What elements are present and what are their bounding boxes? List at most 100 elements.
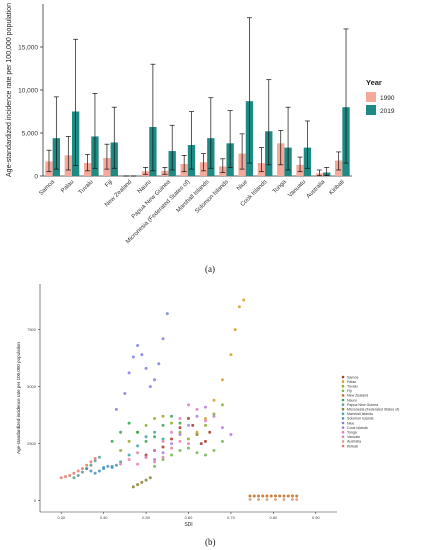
legend-label: Nauru: [347, 398, 357, 402]
point-samoa: [199, 442, 203, 446]
point-palau: [237, 305, 241, 309]
point-micronesia-federated-states-of-: [148, 476, 152, 480]
point-new-zealand: [286, 494, 290, 498]
point-solomon-islands: [102, 466, 106, 470]
legend-label: Papua New Guinea: [347, 403, 378, 407]
x-tick-label: Niue: [236, 179, 249, 192]
point-tonga: [178, 417, 182, 421]
y-tick-label: 2500: [27, 441, 37, 446]
legend-label: Fiji: [347, 389, 352, 393]
point-fiji: [220, 439, 224, 443]
point-kiribati: [93, 456, 97, 460]
legend-label: Marshall Islands: [347, 412, 373, 416]
point-palau: [195, 430, 199, 434]
point-tonga: [153, 448, 157, 452]
x-tick-label: Nauru: [137, 179, 153, 195]
point-solomon-islands: [85, 467, 89, 471]
point-niue: [114, 407, 118, 411]
point-kiribati: [72, 471, 76, 475]
point-nauru: [153, 435, 157, 439]
legend-marker: [341, 394, 345, 397]
point-niue: [131, 355, 135, 359]
point-marshall-islands: [119, 460, 123, 464]
point-new-zealand: [248, 494, 252, 498]
legend-marker: [341, 435, 345, 439]
legend-marker: [341, 407, 345, 411]
legend-label: New Zealand: [347, 394, 368, 398]
point-kiribati: [68, 474, 72, 478]
point-vanuatu: [178, 439, 182, 443]
x-tick-label: 0.50: [142, 515, 151, 520]
x-tick-label: Palau: [60, 179, 75, 194]
y-tick-label: 0: [34, 174, 38, 181]
point-tonga: [136, 462, 140, 466]
point-marshall-islands: [153, 430, 157, 434]
point-nauru: [119, 430, 123, 434]
point-tuvalu: [153, 417, 157, 421]
point-vanuatu: [136, 451, 140, 455]
y-tick-label: 7500: [27, 327, 37, 332]
legend-marker: [341, 440, 345, 443]
legend-marker: [341, 412, 345, 416]
point-cook-islands: [220, 426, 224, 430]
point-micronesia-federated-states-of-: [144, 478, 148, 482]
point-nauru: [110, 439, 114, 443]
panel-label-b: (b): [205, 537, 216, 547]
point-australia: [290, 497, 294, 501]
point-cook-islands: [212, 414, 216, 418]
point-niue: [140, 353, 144, 357]
point-solomon-islands: [110, 466, 114, 470]
legend-marker: [341, 444, 345, 448]
legend-marker: [341, 403, 345, 406]
point-cook-islands: [153, 458, 157, 462]
legend-label: Palau: [347, 380, 356, 384]
x-tick-label: 0.30: [57, 515, 66, 520]
point-marshall-islands: [127, 453, 131, 457]
point-cook-islands: [203, 405, 207, 409]
legend-marker: [341, 421, 345, 425]
point-niue: [123, 391, 127, 395]
point-nauru: [144, 439, 148, 443]
point-papua-new-guinea: [80, 470, 84, 474]
point-tuvalu: [203, 423, 207, 427]
x-tick-label: Samoa: [38, 179, 56, 197]
legend-marker: [341, 398, 345, 402]
point-new-zealand: [290, 494, 294, 498]
point-fiji: [212, 448, 216, 452]
point-vanuatu: [170, 446, 174, 450]
legend-marker: [341, 375, 345, 379]
x-tick-label: 0.70: [227, 515, 236, 520]
point-tuvalu: [212, 412, 216, 416]
point-nauru: [178, 421, 182, 425]
x-tick-label: 0.60: [185, 515, 194, 520]
point-vanuatu: [144, 455, 148, 459]
point-palau: [203, 417, 207, 421]
point-fiji: [161, 458, 165, 462]
point-australia: [295, 497, 299, 501]
point-niue: [144, 366, 148, 370]
point-new-zealand: [257, 494, 261, 498]
point-fiji: [203, 453, 207, 457]
point-nauru: [127, 421, 131, 425]
y-tick-label: 5000: [27, 384, 37, 389]
point-new-zealand: [265, 494, 269, 498]
legend-label: Niue: [347, 421, 354, 425]
point-fiji: [178, 448, 182, 452]
point-tonga: [161, 439, 165, 443]
point-australia: [265, 497, 269, 501]
point-solomon-islands: [97, 469, 101, 473]
point-tuvalu: [161, 414, 165, 418]
point-solomon-islands: [106, 464, 110, 468]
point-new-zealand: [295, 494, 299, 498]
point-papua-new-guinea: [97, 455, 101, 459]
point-tuvalu: [178, 430, 182, 434]
point-fiji: [187, 446, 190, 450]
legend-title: Year: [366, 78, 382, 87]
legend-marker: [341, 417, 345, 420]
x-tick-label: Australia: [306, 179, 327, 200]
point-vanuatu: [119, 462, 123, 466]
point-palau: [233, 328, 237, 332]
point-australia: [257, 497, 261, 501]
x-tick-label: Tuvalu: [78, 179, 95, 196]
x-tick-label: Tonga: [272, 179, 288, 195]
